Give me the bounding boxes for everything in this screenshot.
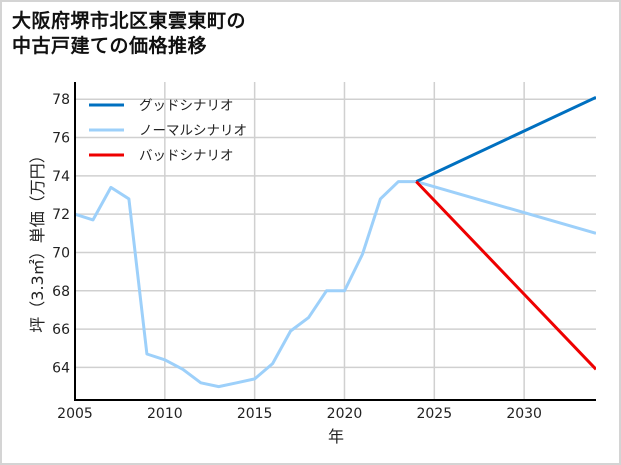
series-line-2	[415, 180, 596, 371]
legend-label: ノーマルシナリオ	[139, 123, 247, 139]
y-tick-labels: 64 66 68 70 72 74 76 78	[52, 92, 70, 376]
series-line-1	[415, 95, 596, 183]
x-tick-labels: 2005 2010 2015 2020 2025 2030	[57, 406, 542, 422]
series-lines	[75, 95, 596, 389]
axes	[74, 82, 596, 401]
x-tick-label: 2005	[57, 406, 93, 422]
gridlines	[75, 82, 596, 400]
x-tick-label: 2025	[416, 406, 452, 422]
legend-label: グッドシナリオ	[139, 98, 234, 114]
chart-title-line1: 大阪府堺市北区東雲東町の	[12, 10, 247, 32]
y-tick-label: 64	[52, 360, 70, 376]
legend-label: バッドシナリオ	[139, 148, 234, 164]
x-tick-label: 2020	[327, 406, 363, 422]
series-line-0	[75, 180, 596, 389]
x-axis-label: 年	[328, 427, 344, 446]
y-tick-label: 74	[52, 169, 70, 185]
y-tick-label: 78	[52, 92, 70, 108]
y-tick-label: 70	[52, 245, 70, 261]
chart-title-line2: 中古戸建ての価格推移	[12, 35, 208, 57]
y-tick-label: 68	[52, 284, 70, 300]
x-tick-label: 2030	[506, 406, 542, 422]
chart-title: 大阪府堺市北区東雲東町の 中古戸建ての価格推移	[12, 9, 246, 59]
y-axis-label: 坪（3.3㎡）単価（万円）	[28, 147, 47, 332]
y-tick-label: 76	[52, 131, 70, 147]
y-tick-label: 72	[52, 207, 70, 223]
x-tick-label: 2010	[147, 406, 183, 422]
y-tick-label: 66	[52, 322, 70, 338]
x-tick-label: 2015	[237, 406, 273, 422]
